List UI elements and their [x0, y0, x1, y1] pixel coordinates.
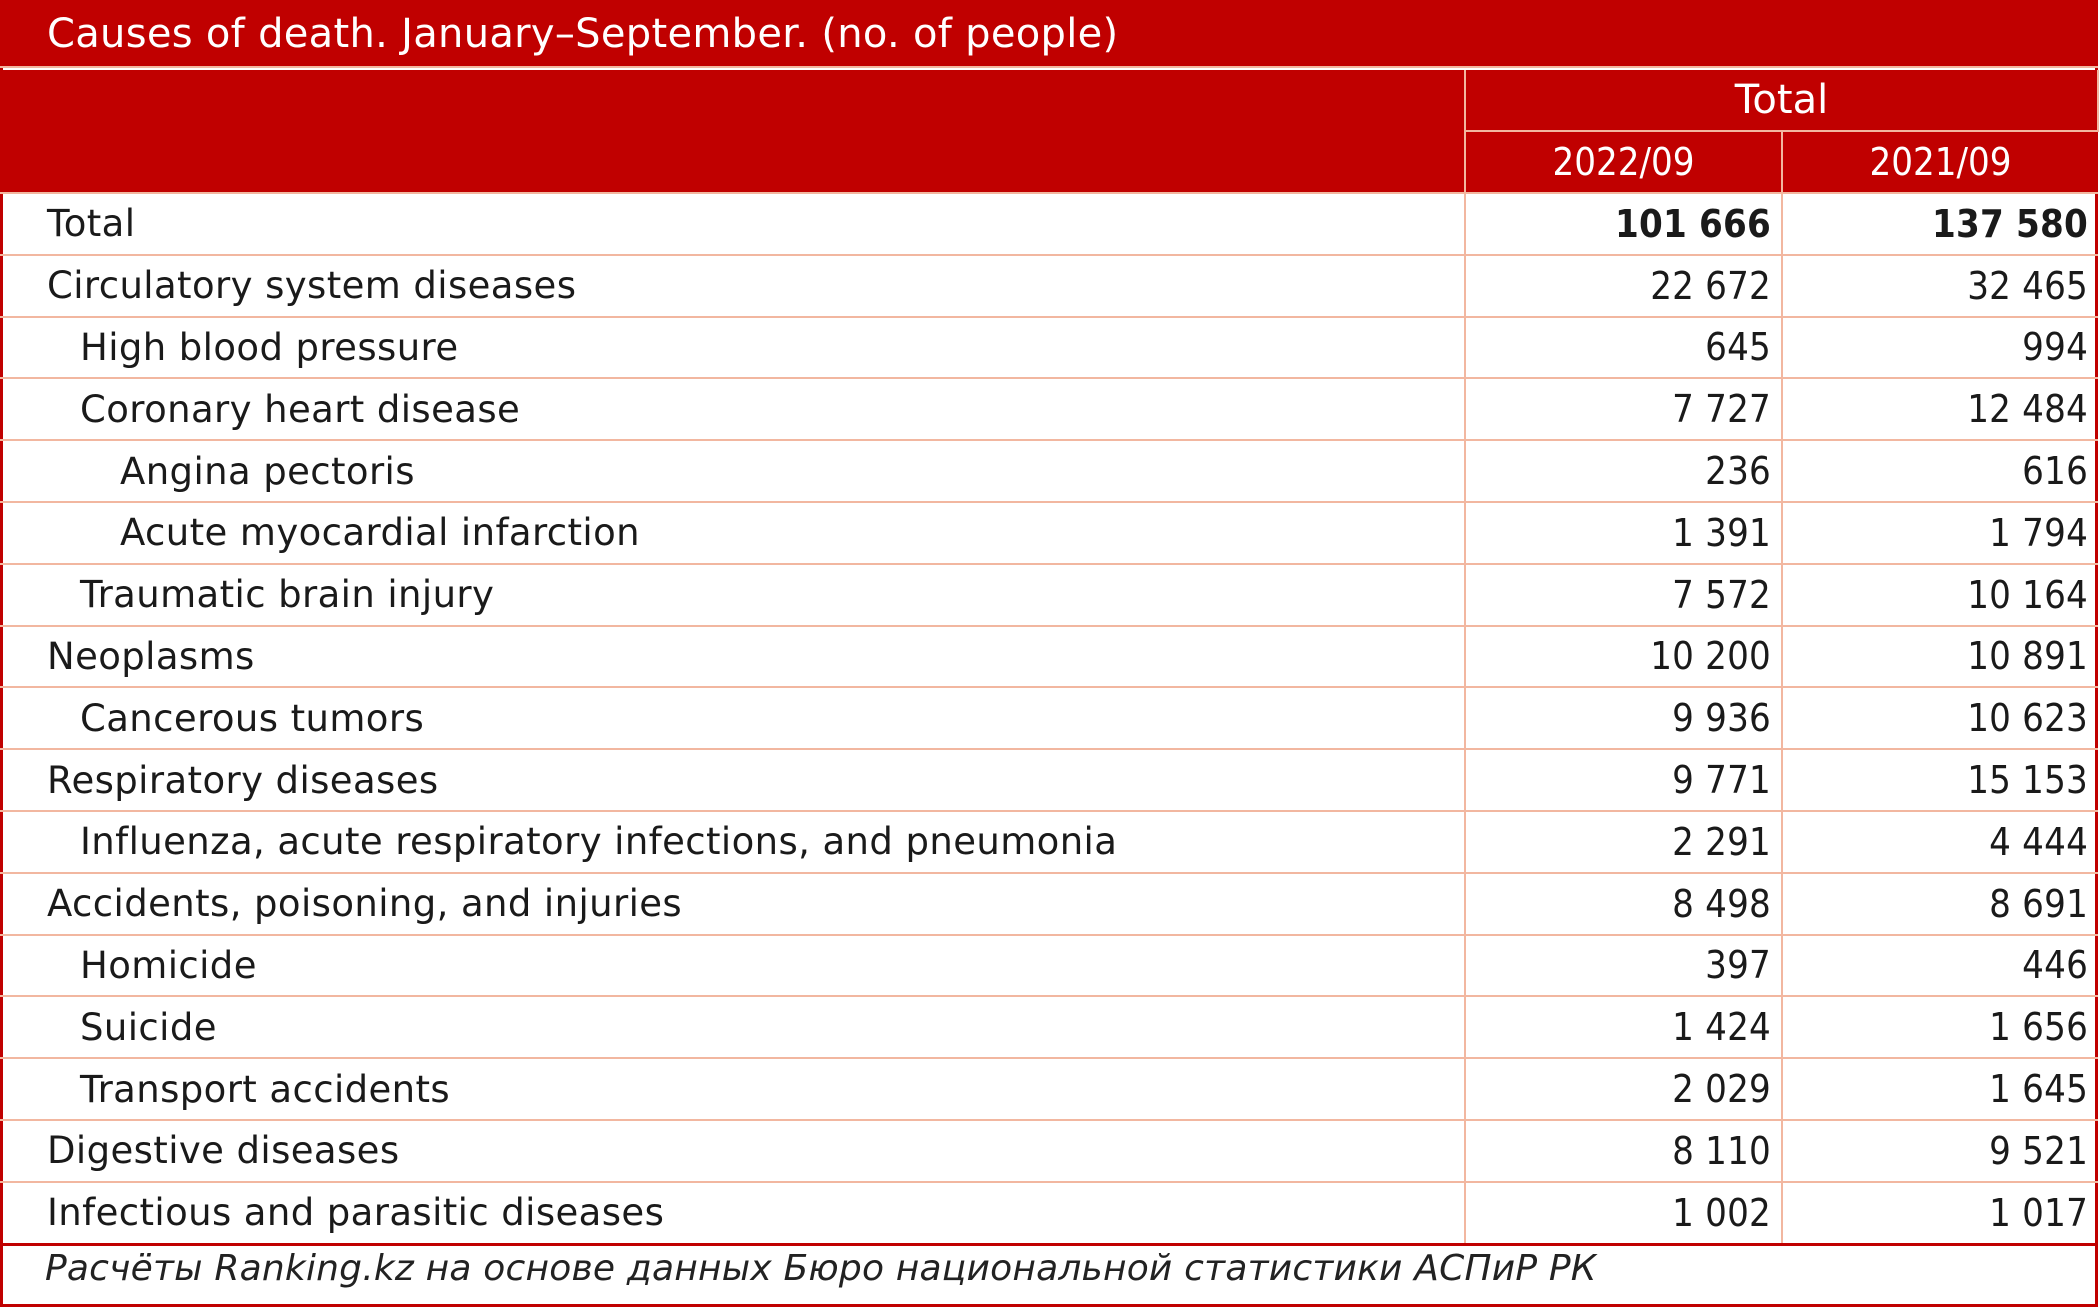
table-body: Total 101 666 137 580 Circulatory system di… — [0, 193, 2099, 1246]
value-2022: 645 — [1465, 316, 1783, 380]
header-row-group: Total — [0, 70, 2100, 194]
value-2022: 2 029 — [1465, 1058, 1783, 1121]
value-2021: 9 521 — [1782, 1119, 2099, 1183]
value-2021: 10 891 — [1782, 625, 2099, 689]
row-label: Total — [0, 193, 1466, 256]
table-row: Traumatic brain injury 7 572 10 164 — [0, 563, 2099, 627]
value-2022: 2 291 — [1465, 810, 1783, 874]
value-2021: 1 794 — [1782, 501, 2099, 565]
row-label: Circulatory system diseases — [0, 254, 1466, 318]
table-row: Accidents, poisoning, and injuries 8 498 8… — [0, 872, 2099, 936]
table-row: Homicide 397 446 — [0, 934, 2099, 998]
row-label: Coronary heart disease — [0, 378, 1466, 442]
header-col-2022: 2022/09 — [1464, 130, 1783, 194]
value-2022: 1 002 — [1465, 1181, 1783, 1246]
value-2022: 397 — [1465, 934, 1783, 998]
row-label: Homicide — [0, 934, 1466, 998]
table-row: Cancerous tumors 9 936 10 623 — [0, 687, 2099, 751]
table-row: High blood pressure 645 994 — [0, 316, 2099, 380]
value-2022: 101 666 — [1465, 193, 1783, 256]
row-label: Transport accidents — [0, 1058, 1466, 1121]
row-label: Influenza, acute respiratory infections,… — [0, 810, 1466, 874]
table-row: Transport accidents 2 029 1 645 — [0, 1058, 2099, 1121]
row-label: Acute myocardial infarction — [0, 501, 1466, 565]
row-label: Cancerous tumors — [0, 687, 1466, 751]
row-label: Digestive diseases — [0, 1119, 1466, 1183]
value-2022: 10 200 — [1465, 625, 1783, 689]
value-2021: 10 623 — [1782, 687, 2099, 751]
value-2021: 8 691 — [1782, 872, 2099, 936]
value-2021: 10 164 — [1782, 563, 2099, 627]
row-label: High blood pressure — [0, 316, 1466, 380]
source-note: Расчёты Ranking.kz на основе данных Бюро… — [45, 1248, 1597, 1289]
table-row: Coronary heart disease 7 727 12 484 — [0, 378, 2099, 442]
value-2022: 22 672 — [1465, 254, 1783, 318]
bottom-divider — [0, 1304, 2098, 1307]
value-2021: 446 — [1782, 934, 2099, 998]
row-label: Accidents, poisoning, and injuries — [0, 872, 1466, 936]
table-row: Neoplasms 10 200 10 891 — [0, 625, 2099, 689]
header-row-years: 2022/09 2021/09 — [0, 130, 2099, 194]
value-2021: 616 — [1782, 440, 2099, 503]
table-row: Suicide 1 424 1 656 — [0, 996, 2099, 1060]
value-2022: 9 771 — [1465, 749, 1783, 812]
table-header: Total 2022/09 2021/09 — [0, 70, 2100, 194]
table-row: Acute myocardial infarction 1 391 1 794 — [0, 501, 2099, 565]
row-label: Neoplasms — [0, 625, 1466, 689]
row-label: Suicide — [0, 996, 1466, 1060]
value-2022: 7 572 — [1465, 563, 1783, 627]
value-2021: 1 656 — [1782, 996, 2099, 1060]
row-label: Angina pectoris — [0, 440, 1466, 503]
table-row: Respiratory diseases 9 771 15 153 — [0, 749, 2099, 812]
row-label: Infectious and parasitic diseases — [0, 1181, 1466, 1246]
value-2021: 1 645 — [1782, 1058, 2099, 1121]
value-2022: 1 391 — [1465, 501, 1783, 565]
row-label: Traumatic brain injury — [0, 563, 1466, 627]
table-row: Circulatory system diseases 22 672 32 465 — [0, 254, 2099, 318]
value-2021: 32 465 — [1782, 254, 2099, 318]
table-row: Digestive diseases 8 110 9 521 — [0, 1119, 2099, 1183]
value-2021: 4 444 — [1782, 810, 2099, 874]
table-row: Influenza, acute respiratory infections,… — [0, 810, 2099, 874]
causes-of-death-table: Total 2022/09 2021/09 Total 101 666 137 58… — [0, 70, 2100, 1246]
value-2022: 236 — [1465, 440, 1783, 503]
table-row: Infectious and parasitic diseases 1 002 1 … — [0, 1181, 2099, 1246]
value-2022: 1 424 — [1465, 996, 1783, 1060]
table-title: Causes of death. January–September. (no.… — [0, 0, 2098, 68]
row-label: Respiratory diseases — [0, 749, 1466, 812]
value-2022: 8 498 — [1465, 872, 1783, 936]
header-total-group: Total — [1463, 70, 2100, 132]
value-2022: 7 727 — [1465, 378, 1783, 442]
table-row: Total 101 666 137 580 — [0, 193, 2099, 256]
table-row: Angina pectoris 236 616 — [0, 440, 2099, 503]
header-blank-cell — [0, 70, 1466, 194]
value-2021: 12 484 — [1782, 378, 2099, 442]
value-2022: 8 110 — [1465, 1119, 1783, 1183]
value-2021: 137 580 — [1782, 193, 2099, 256]
value-2022: 9 936 — [1465, 687, 1783, 751]
value-2021: 15 153 — [1782, 749, 2099, 812]
header-col-2021: 2021/09 — [1780, 130, 2099, 194]
value-2021: 994 — [1782, 316, 2099, 380]
value-2021: 1 017 — [1782, 1181, 2099, 1246]
